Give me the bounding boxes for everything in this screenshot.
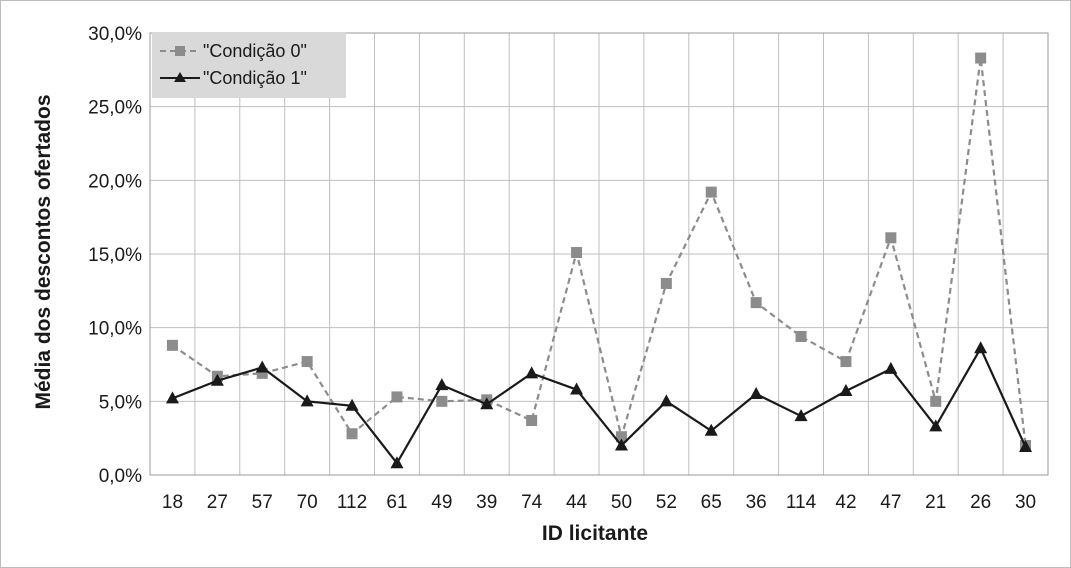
- data-point-square: [795, 331, 807, 343]
- data-point-triangle: [839, 384, 853, 397]
- data-point-square: [346, 428, 358, 440]
- x-tick-label: 27: [207, 492, 228, 513]
- x-tick-label: 44: [566, 492, 588, 513]
- x-tick-label: 49: [431, 492, 452, 513]
- y-axis-ticks: 0,0% 5,0% 10,0% 15,0% 20,0% 25,0% 30,0%: [88, 24, 142, 487]
- data-point-triangle: [210, 373, 224, 386]
- legend-background: [152, 32, 346, 98]
- x-axis-ticks: 18 27 57 70 112 61 49 39 74 44 50 52 65 36 114 42 47 21 26…: [162, 492, 1036, 513]
- plot-area-border: [149, 32, 1049, 476]
- x-tick-label: 114: [786, 492, 817, 513]
- x-tick-label: 50: [611, 492, 632, 513]
- data-point-square: [256, 367, 268, 379]
- legend-marker-square: [175, 46, 185, 56]
- x-tick-label: 39: [476, 492, 497, 513]
- series-1: [165, 341, 1033, 469]
- data-point-square: [526, 414, 538, 426]
- data-point-triangle: [255, 360, 269, 373]
- data-point-square: [885, 232, 897, 244]
- y-tick-label: 20,0%: [88, 171, 142, 192]
- data-point-triangle: [435, 378, 449, 391]
- data-point-square: [930, 395, 942, 407]
- legend-label-condicao-1: "Condição 1": [203, 68, 307, 88]
- data-point-triangle: [300, 394, 314, 407]
- x-tick-label: 112: [337, 492, 367, 513]
- grid: [149, 32, 1049, 476]
- data-point-square: [750, 297, 762, 309]
- data-point-triangle: [480, 397, 494, 410]
- data-point-triangle: [165, 391, 179, 404]
- y-tick-label: 5,0%: [99, 392, 142, 413]
- y-axis-title: Média dos descontos ofertados: [32, 94, 55, 409]
- y-tick-label: 15,0%: [88, 245, 142, 266]
- data-point-triangle: [929, 419, 943, 432]
- data-point-square: [571, 247, 583, 259]
- x-tick-label: 30: [1015, 492, 1036, 513]
- data-point-square: [840, 356, 852, 368]
- data-point-triangle: [794, 409, 808, 422]
- x-tick-label: 57: [252, 492, 273, 513]
- data-point-triangle: [749, 386, 763, 399]
- data-point-square: [705, 186, 717, 198]
- data-point-triangle: [974, 341, 988, 354]
- data-point-triangle: [525, 366, 539, 379]
- series-line: [171, 57, 1027, 446]
- x-tick-label: 26: [970, 492, 991, 513]
- data-point-square: [615, 431, 627, 443]
- data-point-square: [391, 391, 403, 403]
- x-tick-label: 21: [925, 492, 946, 513]
- y-tick-label: 10,0%: [88, 319, 142, 340]
- x-tick-label: 42: [835, 492, 856, 513]
- data-point-triangle: [390, 456, 404, 469]
- data-point-triangle: [659, 394, 673, 407]
- data-point-triangle: [345, 398, 359, 411]
- x-tick-label: 36: [746, 492, 767, 513]
- series-layer: [165, 52, 1033, 469]
- x-tick-label: 70: [297, 492, 318, 513]
- data-point-square: [975, 52, 987, 64]
- y-tick-label: 0,0%: [99, 466, 142, 487]
- data-point-triangle: [1019, 440, 1033, 453]
- legend-label-condicao-0: "Condição 0": [203, 41, 307, 61]
- x-tick-label: 74: [521, 492, 543, 513]
- x-tick-label: 47: [880, 492, 901, 513]
- data-point-square: [166, 339, 178, 351]
- x-axis-title: ID licitante: [542, 522, 648, 545]
- x-tick-label: 52: [656, 492, 677, 513]
- x-tick-label: 65: [701, 492, 722, 513]
- data-point-square: [301, 356, 313, 368]
- data-point-triangle: [884, 361, 898, 374]
- data-point-square: [660, 277, 672, 289]
- data-point-triangle: [614, 438, 628, 451]
- x-tick-label: 61: [386, 492, 407, 513]
- y-tick-label: 25,0%: [88, 98, 142, 119]
- data-point-triangle: [704, 423, 718, 436]
- y-tick-label: 30,0%: [88, 24, 142, 45]
- series-line: [172, 345, 1027, 466]
- legend-marker-triangle: [174, 72, 186, 82]
- x-tick-label: 18: [162, 492, 183, 513]
- data-point-triangle: [570, 382, 584, 395]
- legend: "Condição 0" "Condição 1": [152, 32, 346, 98]
- data-point-square: [436, 395, 448, 407]
